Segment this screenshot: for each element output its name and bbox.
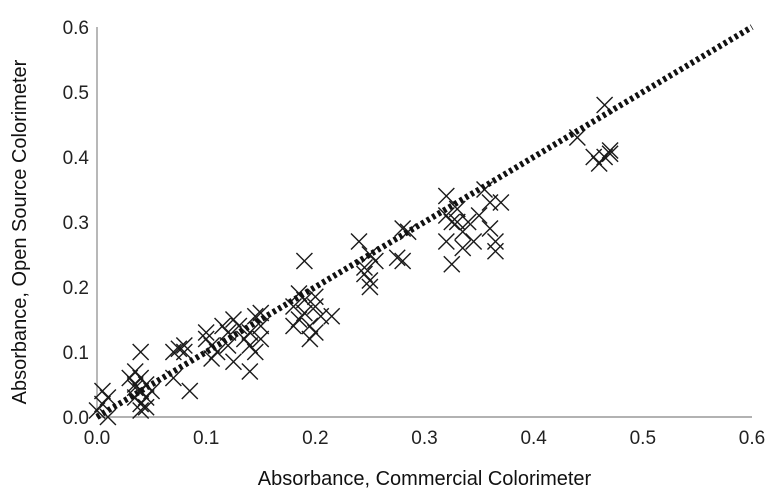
x-tick-label: 0.1 xyxy=(193,428,219,449)
data-point xyxy=(99,389,117,406)
data-point xyxy=(454,223,472,241)
data-point xyxy=(596,148,614,166)
data-point xyxy=(306,288,324,306)
x-tick-label: 0.4 xyxy=(520,428,547,449)
data-point xyxy=(301,330,319,348)
data-point xyxy=(197,324,215,341)
data-point xyxy=(219,324,237,341)
data-point xyxy=(470,207,488,224)
data-point xyxy=(285,298,302,315)
x-tick-label: 0.0 xyxy=(84,428,110,449)
data-point xyxy=(132,369,150,387)
data-point xyxy=(306,324,324,341)
data-point xyxy=(170,340,188,358)
y-tick-label: 0.1 xyxy=(63,343,89,364)
data-point xyxy=(443,255,461,273)
y-tick-label: 0.0 xyxy=(63,408,89,429)
data-point xyxy=(486,242,504,260)
data-point xyxy=(295,304,313,322)
data-point xyxy=(137,398,155,416)
data-point xyxy=(454,239,472,257)
data-point xyxy=(355,259,373,276)
y-tick-label: 0.3 xyxy=(63,213,89,234)
data-point xyxy=(224,311,242,328)
data-point xyxy=(285,317,302,335)
data-point xyxy=(126,379,144,397)
data-point xyxy=(355,265,373,283)
axes xyxy=(96,27,752,418)
data-point xyxy=(224,353,242,371)
data-point xyxy=(601,145,619,163)
data-point xyxy=(241,337,259,354)
data-point xyxy=(437,187,455,205)
data-point xyxy=(295,291,313,309)
x-tick-label: 0.5 xyxy=(630,428,656,449)
data-point xyxy=(448,200,466,218)
data-point xyxy=(323,307,341,325)
data-point xyxy=(246,307,264,325)
tick-labels: 0.0 0.1 0.2 0.3 0.4 0.5 0.6 0.0 0.1 0.2 0.3 0.4 0.5 0… xyxy=(63,18,766,449)
data-point xyxy=(230,317,248,335)
data-point xyxy=(568,129,586,146)
data-point xyxy=(361,272,379,289)
data-point xyxy=(601,142,619,159)
data-point xyxy=(241,363,259,380)
data-point xyxy=(246,343,264,361)
data-point xyxy=(219,337,237,354)
data-point xyxy=(443,213,461,231)
data-point xyxy=(175,337,193,354)
data-point xyxy=(361,278,379,296)
data-point xyxy=(459,213,477,231)
data-point xyxy=(132,343,150,361)
data-point xyxy=(132,402,150,419)
data-point xyxy=(590,155,608,172)
y-tick-label: 0.2 xyxy=(63,278,89,299)
data-point xyxy=(394,252,412,270)
data-point xyxy=(290,285,308,302)
x-tick-label: 0.6 xyxy=(739,428,765,449)
data-points xyxy=(88,96,619,426)
y-tick-label: 0.5 xyxy=(63,83,89,104)
data-point xyxy=(437,233,455,250)
y-tick-label: 0.4 xyxy=(63,148,90,169)
data-point xyxy=(388,249,406,267)
data-point xyxy=(437,207,455,224)
data-point xyxy=(88,402,106,419)
data-point xyxy=(252,330,270,348)
data-point xyxy=(290,311,308,328)
trendline-group xyxy=(95,24,754,420)
data-point xyxy=(203,350,221,367)
data-point xyxy=(197,330,215,348)
data-point xyxy=(132,395,150,413)
data-point xyxy=(306,298,324,315)
data-point xyxy=(214,317,232,335)
x-tick-label: 0.2 xyxy=(302,428,328,449)
data-point xyxy=(235,330,253,348)
data-point xyxy=(481,220,499,237)
x-axis-title: Absorbance, Commercial Colorimeter xyxy=(258,468,592,490)
trendline xyxy=(95,24,754,420)
data-point xyxy=(465,233,483,250)
data-point xyxy=(486,233,504,250)
data-point xyxy=(252,317,270,335)
x-tick-label: 0.3 xyxy=(411,428,437,449)
data-point xyxy=(301,317,319,335)
data-point xyxy=(350,233,368,250)
data-point xyxy=(252,304,270,322)
y-tick-label: 0.6 xyxy=(63,18,89,39)
data-point xyxy=(175,343,193,361)
data-point xyxy=(492,194,510,211)
data-point xyxy=(241,324,259,341)
data-point xyxy=(126,363,144,380)
data-point xyxy=(366,252,384,270)
data-point xyxy=(93,382,111,400)
y-axis-title: Absorbance, Open Source Colorimeter xyxy=(9,59,31,404)
data-point xyxy=(181,382,199,400)
data-point xyxy=(295,252,313,270)
